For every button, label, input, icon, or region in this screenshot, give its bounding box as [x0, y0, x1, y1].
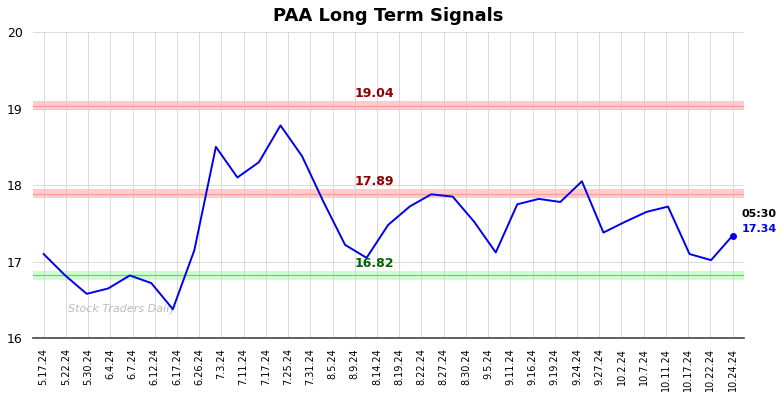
- Bar: [33, 101, 744, 110]
- Bar: [33, 271, 744, 280]
- Text: 17.34: 17.34: [742, 224, 777, 234]
- Text: 17.89: 17.89: [355, 175, 394, 188]
- Title: PAA Long Term Signals: PAA Long Term Signals: [273, 7, 503, 25]
- Bar: [33, 189, 744, 198]
- Text: 05:30: 05:30: [742, 209, 776, 219]
- Text: Stock Traders Daily: Stock Traders Daily: [68, 304, 176, 314]
- Text: 16.82: 16.82: [355, 257, 394, 270]
- Text: 19.04: 19.04: [355, 87, 394, 100]
